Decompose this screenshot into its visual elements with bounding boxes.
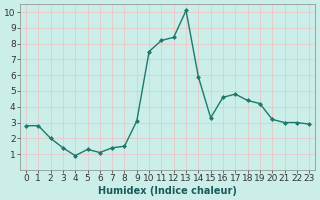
X-axis label: Humidex (Indice chaleur): Humidex (Indice chaleur) <box>98 186 237 196</box>
